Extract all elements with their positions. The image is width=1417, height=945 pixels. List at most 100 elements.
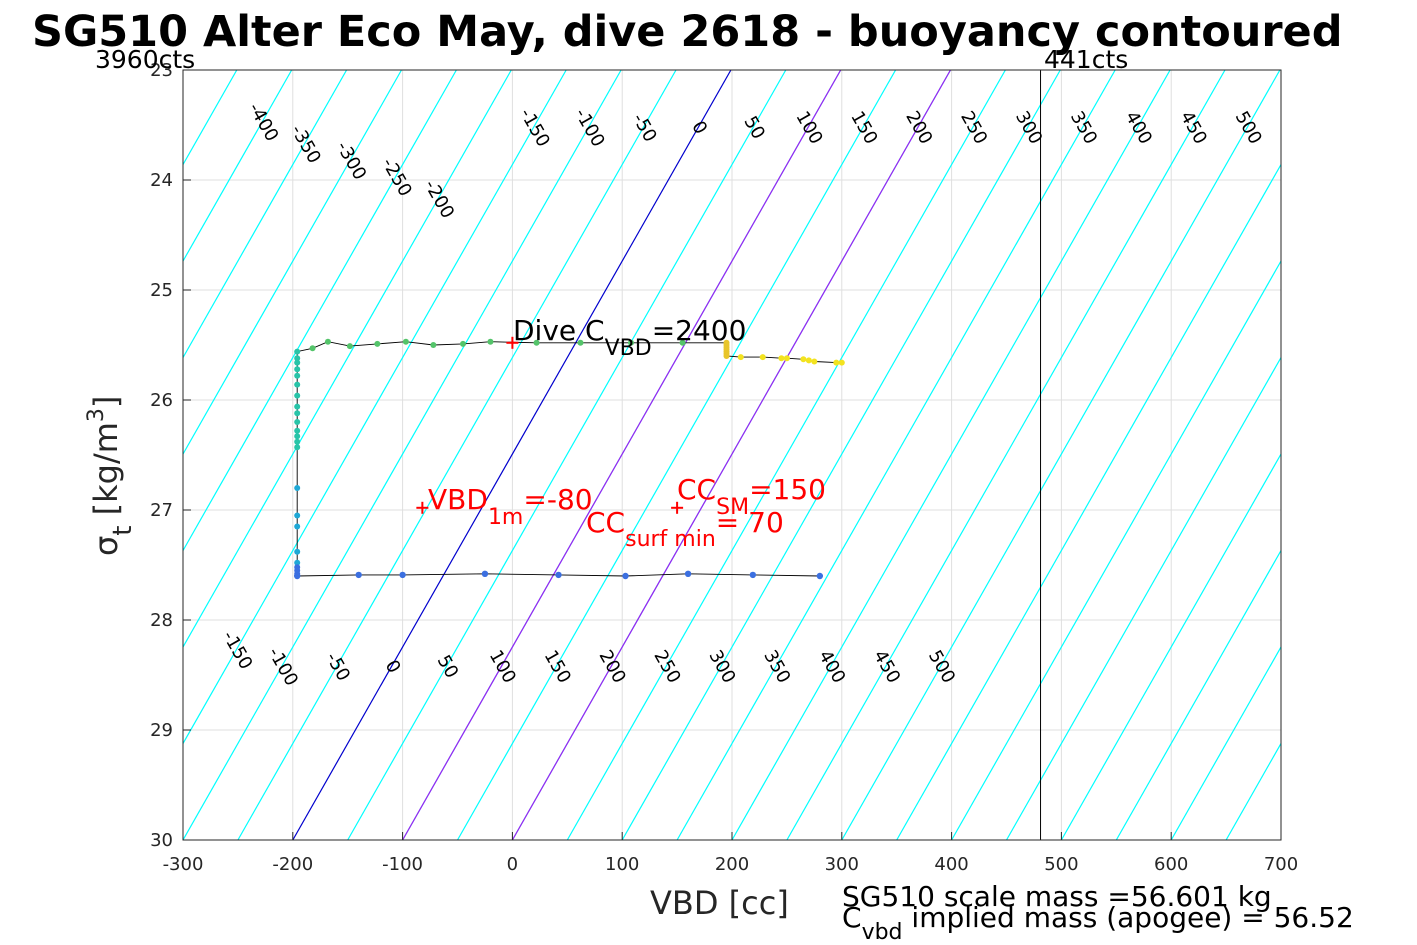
contour-line-cyan [676, 70, 1116, 840]
cc-sm-rest: =150 [749, 473, 826, 506]
descent-point [324, 338, 331, 345]
contour-line-cyan [183, 70, 348, 359]
contour-label-bottom: 350 [759, 647, 794, 687]
descent-point [294, 512, 301, 519]
implied-mass-sub: vbd [862, 920, 903, 945]
contour-line-cyan [621, 70, 1061, 840]
contour-label-top: 250 [956, 108, 991, 148]
implied-mass-text: Cvbd implied mass (apogee) = 56.52 [842, 901, 1354, 945]
contour-line-cyan [456, 70, 897, 840]
descent-point [800, 356, 807, 363]
y-axis-label: σt [kg/m3] [84, 396, 138, 556]
contour-line-cyan [1005, 356, 1281, 840]
ascent-point [555, 571, 562, 579]
cc-sm-sub: SM [716, 495, 749, 520]
contour-line-purple [402, 70, 842, 840]
contour-label-top: -350 [286, 121, 324, 167]
descent-point [294, 444, 301, 451]
descent-point [459, 340, 466, 347]
contour-label-top: 100 [791, 108, 826, 148]
contour-labels: -400 -350 -300 -250 -200-150 -100 -50 0 50 100 150… [218, 99, 1266, 689]
contour-label-top: 50 [739, 113, 769, 143]
implied-mass-main: C [842, 901, 862, 934]
ascent-point [816, 572, 824, 580]
contour-label-bottom: 150 [540, 647, 575, 687]
cc-surf-sub: surf min [625, 527, 716, 552]
y-tick-label: 25 [150, 280, 173, 301]
contour-label-top: -250 [377, 154, 415, 200]
contour-line-cyan [1280, 838, 1281, 840]
vbd-1m-sub: 1m [488, 505, 523, 530]
ascent-point [749, 571, 757, 579]
contour-label-bottom: 500 [924, 647, 959, 687]
descent-point [294, 348, 301, 355]
descent-point [294, 419, 301, 425]
ascent-point [481, 570, 489, 577]
y-tick-label: 23 [150, 60, 173, 81]
contour-label-top: -200 [420, 176, 458, 222]
descent-point [294, 523, 301, 530]
contour-line-cyan [731, 70, 1171, 840]
descent-point [294, 410, 301, 417]
y-axis-unit-sup: 3 [84, 408, 109, 422]
x-ticks: -300 -200 -100 0 100 200 300 400 500 600 700 [163, 832, 1298, 875]
contour-label-bottom: 450 [869, 647, 904, 687]
contour-label-top: 450 [1176, 108, 1211, 148]
vbd-limit-lines [1040, 70, 1042, 840]
cc-sm-annotation: CCSM=150 [677, 473, 826, 520]
descent-point [294, 438, 301, 445]
descent-point [346, 343, 353, 350]
contour-line-neutral [292, 70, 732, 840]
contour-label-top: -400 [244, 99, 282, 145]
y-tick-label: 28 [150, 610, 173, 631]
contour-line-cyan [183, 70, 293, 263]
contour-line-cyan [1225, 742, 1281, 840]
contour-line-cyan [183, 70, 567, 745]
contour-line-cyan [183, 70, 457, 552]
descent-point [294, 381, 301, 388]
y-axis-unit: [kg/m [87, 422, 125, 525]
descent-point [294, 366, 301, 373]
x-tick-label: 100 [605, 854, 639, 875]
y-tick-label: 30 [150, 830, 173, 851]
left-limit-label: 3960cts [95, 45, 195, 74]
descent-point [294, 548, 301, 555]
x-tick-label: 600 [1154, 854, 1188, 875]
cc-surf-annotation: CCsurf min= 70 [586, 506, 784, 552]
dive-cvbd-sub: VBD [605, 336, 652, 361]
x-tick-label: 200 [715, 854, 749, 875]
y-tick-label: 24 [150, 170, 173, 191]
contour-label-bottom: 100 [485, 647, 520, 687]
contour-label-top: -100 [570, 105, 608, 151]
contour-line-cyan [951, 259, 1281, 840]
contour-line-cyan [347, 70, 787, 840]
contour-line-cyan [786, 70, 1226, 840]
vbd-1m-main: VBD [428, 483, 488, 516]
cc-surf-rest: = 70 [716, 506, 784, 539]
contour-line-cyan [237, 70, 677, 840]
contour-label-top: 350 [1066, 108, 1101, 148]
contour-line-cyan [1170, 645, 1281, 840]
descent-point [374, 340, 381, 347]
descent-point [294, 359, 301, 366]
descent-point [430, 342, 437, 348]
contour-line-cyan [0, 70, 72, 840]
contour-line-purple [511, 70, 952, 840]
y-tick-label: 29 [150, 720, 173, 741]
red-markers [416, 336, 684, 514]
contour-label-top: 200 [901, 108, 936, 148]
descent-point [778, 355, 785, 362]
contour-line-cyan [896, 163, 1281, 840]
contour-label-top: 0 [687, 118, 711, 138]
descent-point [811, 358, 818, 365]
contour-label-bottom: 300 [704, 647, 739, 687]
vbd-1m-annotation: VBD1m=-80 [428, 483, 593, 530]
ascent-point [684, 570, 692, 577]
descent-point [783, 355, 790, 362]
contour-label-top: -150 [515, 105, 553, 151]
cc-surf-main: CC [586, 506, 625, 539]
contour-label-bottom: 0 [381, 657, 405, 677]
descent-point [833, 359, 840, 366]
ascent-point [399, 571, 406, 579]
